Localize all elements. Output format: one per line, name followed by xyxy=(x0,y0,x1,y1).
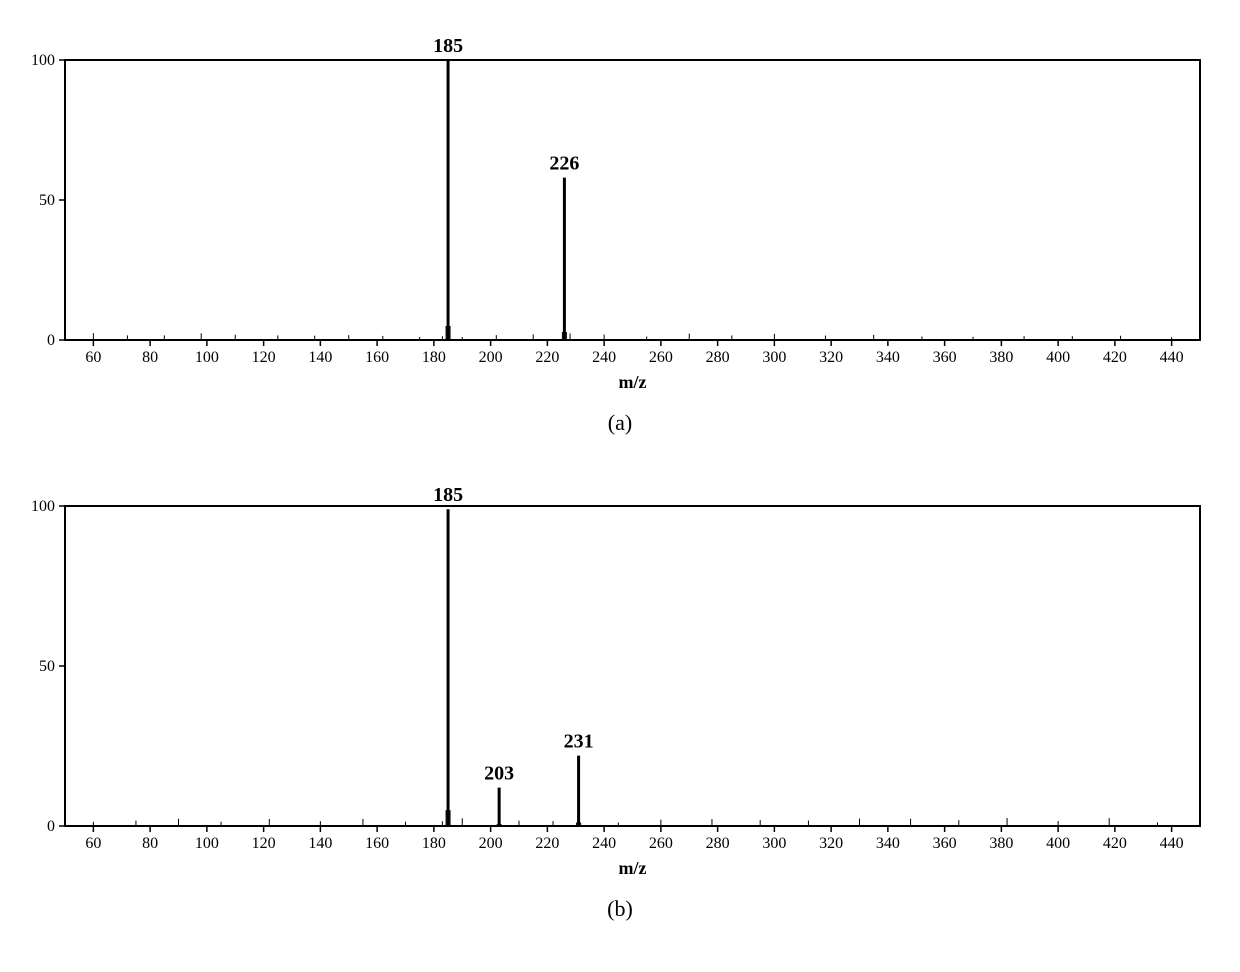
x-tick-label: 160 xyxy=(365,835,389,852)
x-tick-label: 240 xyxy=(592,835,616,852)
peak-label: 185 xyxy=(433,484,463,506)
x-tick-label: 360 xyxy=(933,835,957,852)
subplot-label-b: (b) xyxy=(20,896,1220,922)
x-tick-label: 180 xyxy=(422,835,446,852)
peak-label: 226 xyxy=(549,153,579,175)
x-tick-label: 260 xyxy=(649,835,673,852)
x-tick-label: 360 xyxy=(933,349,957,366)
x-tick-label: 280 xyxy=(706,835,730,852)
x-tick-label: 80 xyxy=(142,349,158,366)
chart-a: 185 226 0 50 100 60 80 100 120 140 160 180 200 220 240… xyxy=(20,20,1220,400)
x-tick-label: 300 xyxy=(762,835,786,852)
x-tick-label: 440 xyxy=(1160,835,1184,852)
plot-border xyxy=(65,60,1200,340)
x-tick-label: 160 xyxy=(365,349,389,366)
y-tick-label: 0 xyxy=(47,818,55,835)
x-tick-label: 200 xyxy=(479,349,503,366)
spectrum-b: 185 203 231 0 50 100 60 80 100 120 140 160 180 200 220… xyxy=(20,466,1220,886)
x-tick-label: 220 xyxy=(535,835,559,852)
x-axis-label: m/z xyxy=(619,372,647,392)
x-tick-label: 300 xyxy=(762,349,786,366)
x-tick-label: 120 xyxy=(252,349,276,366)
x-tick-label: 100 xyxy=(195,835,219,852)
x-tick-label: 140 xyxy=(308,835,332,852)
spectrum-a: 185 226 0 50 100 60 80 100 120 140 160 180 200 220 240… xyxy=(20,20,1220,400)
x-tick-label: 60 xyxy=(85,349,101,366)
y-tick-label: 50 xyxy=(39,192,55,209)
y-tick-label: 50 xyxy=(39,658,55,675)
x-tick-label: 80 xyxy=(142,835,158,852)
subplot-label-a: (a) xyxy=(20,410,1220,436)
peak-label: 203 xyxy=(484,763,514,785)
x-tick-label: 420 xyxy=(1103,349,1127,366)
x-tick-label: 180 xyxy=(422,349,446,366)
x-tick-label: 400 xyxy=(1046,349,1070,366)
y-tick-label: 100 xyxy=(31,52,55,69)
x-tick-label: 340 xyxy=(876,835,900,852)
x-tick-label: 320 xyxy=(819,835,843,852)
peak-label: 231 xyxy=(564,731,594,753)
x-tick-label: 440 xyxy=(1160,349,1184,366)
x-tick-label: 320 xyxy=(819,349,843,366)
chart-b: 185 203 231 0 50 100 60 80 100 120 140 160 180 200 220… xyxy=(20,466,1220,886)
x-tick-label: 200 xyxy=(479,835,503,852)
x-tick-label: 220 xyxy=(535,349,559,366)
x-axis-label: m/z xyxy=(619,858,647,878)
x-tick-label: 140 xyxy=(308,349,332,366)
x-tick-label: 120 xyxy=(252,835,276,852)
x-tick-label: 400 xyxy=(1046,835,1070,852)
x-tick-label: 380 xyxy=(989,835,1013,852)
y-tick-label: 0 xyxy=(47,332,55,349)
y-tick-label: 100 xyxy=(31,498,55,515)
figure: 185 226 0 50 100 60 80 100 120 140 160 180 200 220 240… xyxy=(20,20,1220,922)
x-tick-label: 340 xyxy=(876,349,900,366)
x-tick-label: 420 xyxy=(1103,835,1127,852)
x-tick-label: 380 xyxy=(989,349,1013,366)
x-tick-label: 260 xyxy=(649,349,673,366)
x-tick-label: 240 xyxy=(592,349,616,366)
plot-border xyxy=(65,506,1200,826)
x-tick-label: 60 xyxy=(85,835,101,852)
x-tick-label: 280 xyxy=(706,349,730,366)
peak-label: 185 xyxy=(433,35,463,57)
x-tick-label: 100 xyxy=(195,349,219,366)
